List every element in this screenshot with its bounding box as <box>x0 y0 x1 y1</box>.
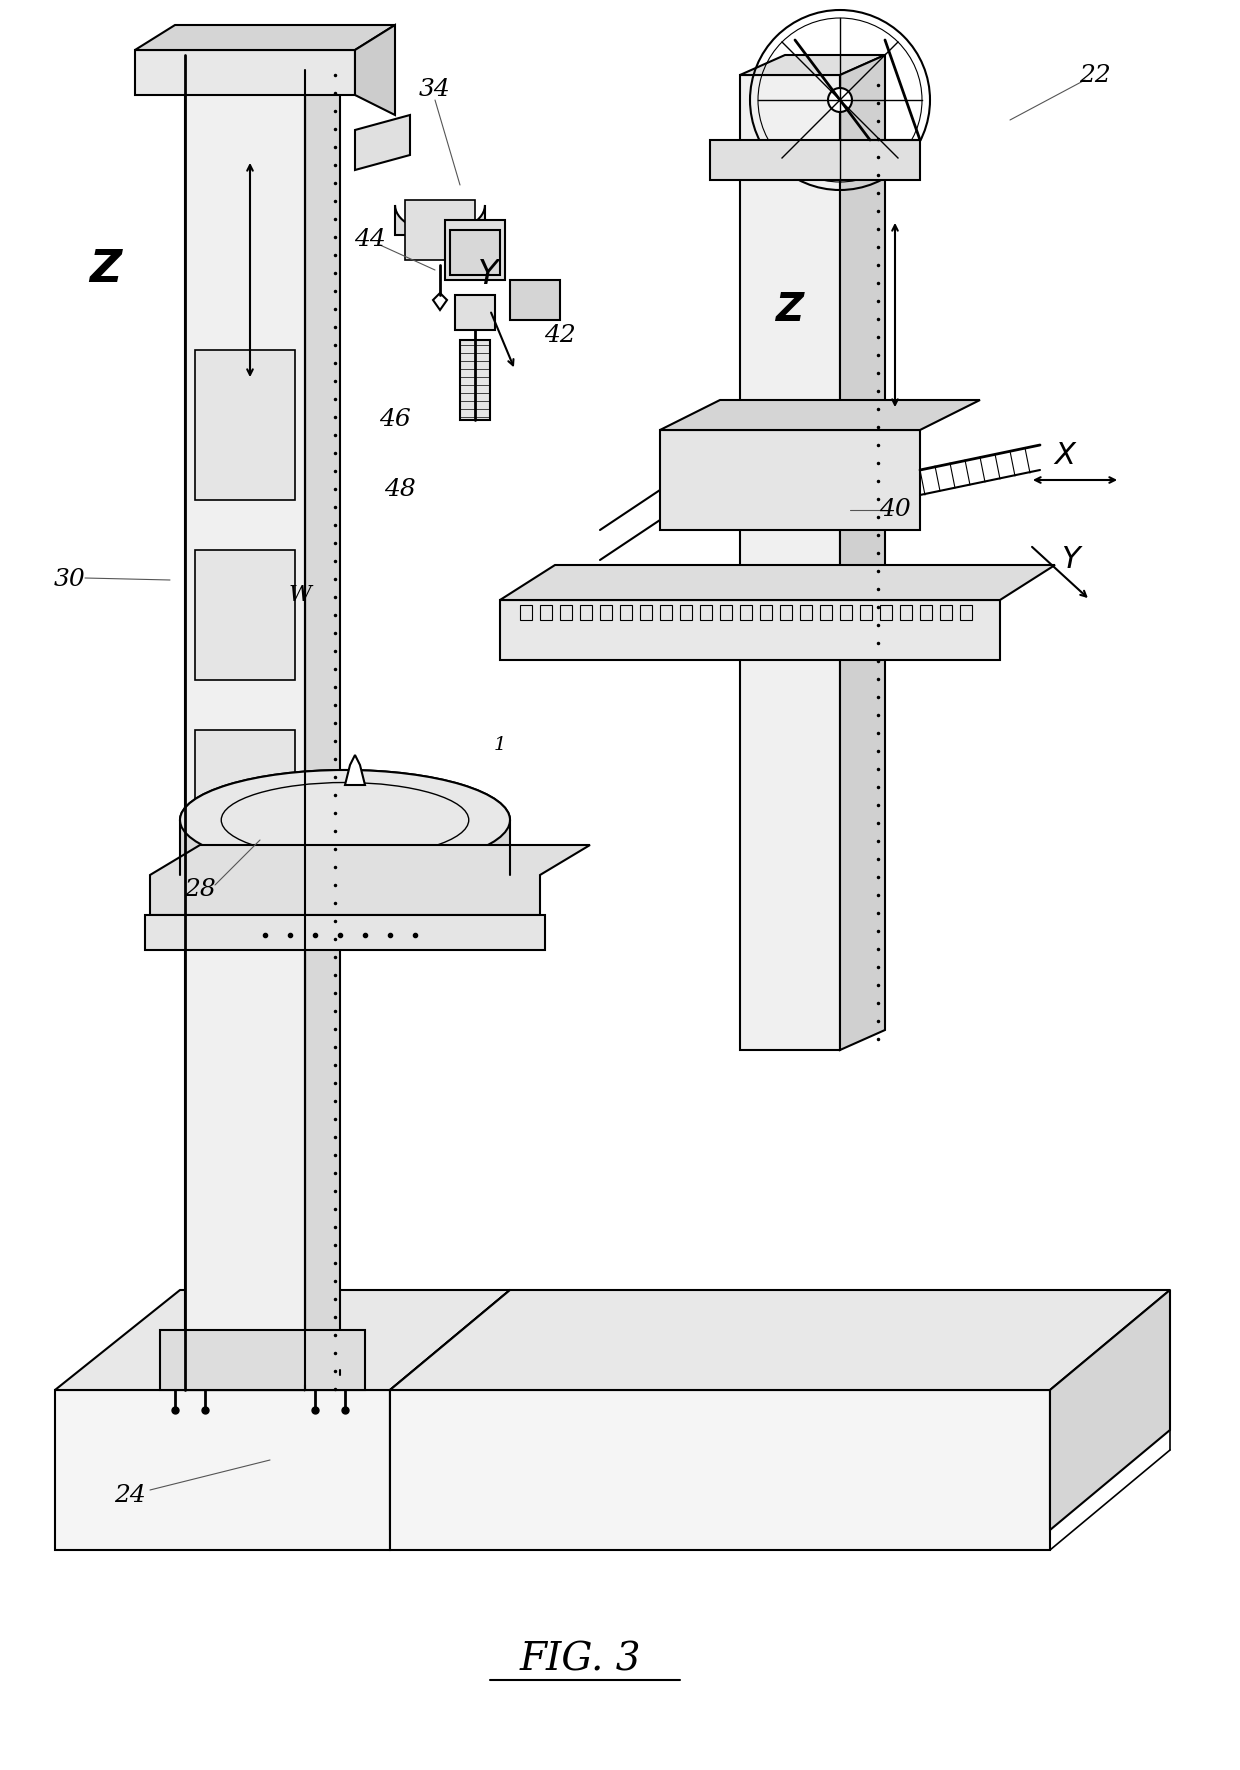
Text: 24: 24 <box>114 1483 146 1506</box>
Polygon shape <box>345 756 365 786</box>
Text: 34: 34 <box>419 78 451 101</box>
Polygon shape <box>135 25 396 50</box>
Bar <box>920 605 932 620</box>
Text: 46: 46 <box>379 409 410 432</box>
Bar <box>195 350 295 499</box>
Polygon shape <box>355 25 396 115</box>
Text: 1: 1 <box>494 736 506 754</box>
Bar <box>861 605 872 620</box>
Bar <box>460 340 490 419</box>
Bar <box>740 605 751 620</box>
Text: FIG. 3: FIG. 3 <box>520 1641 641 1678</box>
Bar <box>960 605 972 620</box>
Polygon shape <box>740 74 839 1050</box>
Polygon shape <box>1050 1290 1171 1529</box>
Text: 40: 40 <box>879 499 911 522</box>
Polygon shape <box>55 1290 510 1389</box>
Polygon shape <box>135 50 355 96</box>
Text: Y: Y <box>1060 545 1079 575</box>
Bar <box>620 605 632 620</box>
Polygon shape <box>150 844 590 915</box>
Bar <box>880 605 892 620</box>
Text: 42: 42 <box>544 324 575 347</box>
Polygon shape <box>660 430 920 529</box>
Ellipse shape <box>180 825 510 926</box>
Polygon shape <box>500 565 1055 600</box>
Bar <box>720 605 732 620</box>
Bar <box>900 605 911 620</box>
Polygon shape <box>391 1389 1050 1551</box>
Bar <box>839 605 852 620</box>
Polygon shape <box>185 55 305 1389</box>
Bar <box>640 605 652 620</box>
Bar <box>760 605 773 620</box>
Text: X: X <box>1054 441 1075 469</box>
Text: Z: Z <box>776 290 804 329</box>
Bar <box>195 550 295 680</box>
Bar <box>539 605 552 620</box>
Bar <box>701 605 712 620</box>
Polygon shape <box>660 400 980 430</box>
Bar <box>660 605 672 620</box>
Bar <box>405 200 475 260</box>
Text: Y: Y <box>477 258 498 292</box>
Polygon shape <box>500 600 999 660</box>
Text: Z: Z <box>89 248 122 292</box>
Bar <box>680 605 692 620</box>
Bar <box>195 729 295 860</box>
Polygon shape <box>185 30 340 71</box>
Bar <box>940 605 952 620</box>
Polygon shape <box>433 294 446 310</box>
Bar <box>520 605 532 620</box>
Text: W: W <box>289 584 311 605</box>
Bar <box>560 605 572 620</box>
Polygon shape <box>391 1290 1171 1389</box>
Bar <box>580 605 591 620</box>
Text: 28: 28 <box>184 878 216 901</box>
Bar <box>450 230 500 274</box>
Text: 44: 44 <box>355 228 386 251</box>
Polygon shape <box>355 115 410 170</box>
Text: 48: 48 <box>384 478 415 501</box>
Polygon shape <box>160 1329 365 1389</box>
Polygon shape <box>391 1290 510 1529</box>
Bar <box>780 605 792 620</box>
Polygon shape <box>740 55 885 74</box>
Bar <box>800 605 812 620</box>
Circle shape <box>828 88 852 112</box>
Polygon shape <box>180 820 510 874</box>
Text: 30: 30 <box>55 568 86 591</box>
Polygon shape <box>305 44 340 1389</box>
Bar <box>510 280 560 320</box>
Polygon shape <box>839 55 885 1050</box>
Ellipse shape <box>180 770 510 871</box>
Text: 22: 22 <box>1079 64 1111 87</box>
Polygon shape <box>445 219 505 280</box>
Bar <box>455 296 495 329</box>
Ellipse shape <box>180 770 510 871</box>
Polygon shape <box>711 140 920 181</box>
Polygon shape <box>55 1389 391 1551</box>
Polygon shape <box>145 915 546 950</box>
Polygon shape <box>396 205 485 235</box>
Bar <box>600 605 613 620</box>
Bar <box>820 605 832 620</box>
